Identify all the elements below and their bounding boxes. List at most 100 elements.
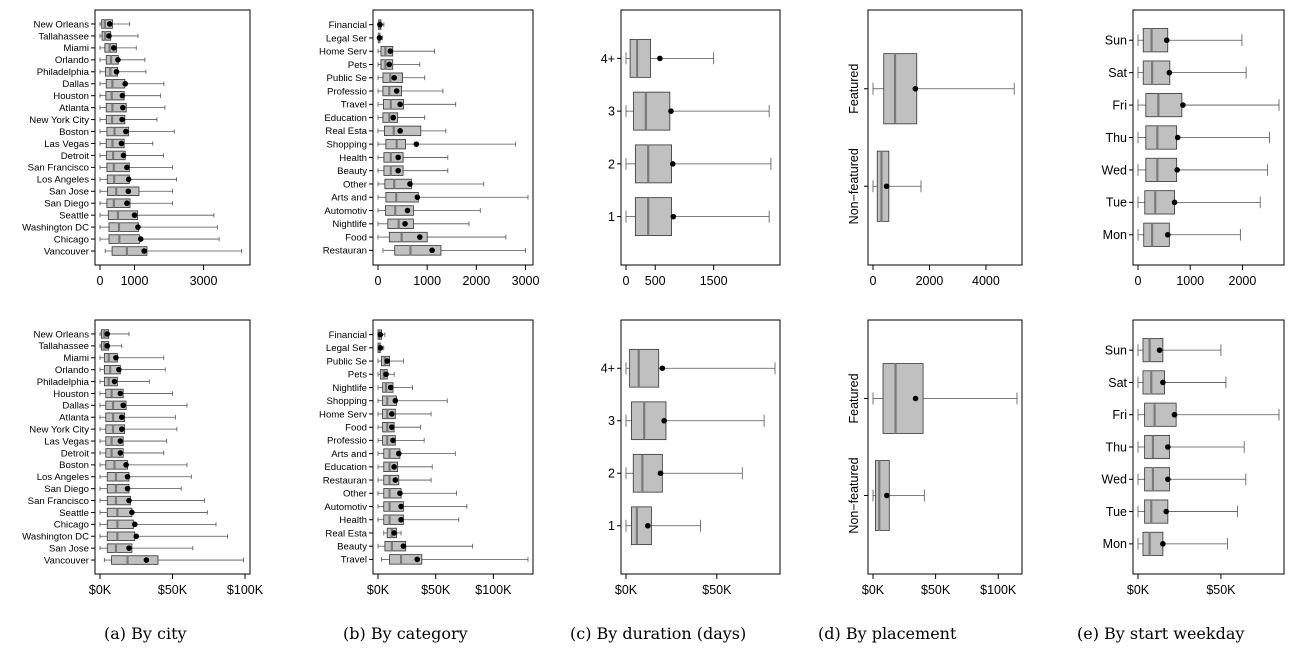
y-label-a-bottom-9: Las Vegas: [44, 436, 89, 447]
y-label-a-bottom-0: New Orleans: [34, 329, 90, 340]
y-label-b-bottom-15: Real Esta: [325, 528, 367, 539]
mean-dot-a-top-7: [119, 104, 126, 111]
x-tick-label-e-bottom-1: $50K: [1206, 583, 1236, 597]
box-a-top-16: [107, 210, 139, 220]
caption-a: (a) By city: [104, 624, 187, 643]
y-label-c-top-0: 4+: [601, 52, 615, 66]
mean-dot-a-bottom-13: [124, 485, 131, 492]
y-label-d-bottom-0: Featured: [847, 373, 861, 423]
x-tick-label-c-top-0: 0: [623, 274, 630, 288]
x-tick-label-a-bottom-1: $50K: [158, 583, 188, 597]
y-label-e-top-3: Thu: [1105, 131, 1127, 145]
y-label-b-top-12: Other: [343, 179, 368, 190]
panel-frame-d-bottom: [867, 319, 1023, 575]
y-label-a-top-7: Atlanta: [59, 103, 90, 114]
caption-e: (e) By start weekday: [1077, 624, 1245, 643]
mean-dot-b-top-4: [391, 74, 398, 81]
panel-frame-d-top: [867, 9, 1023, 266]
x-tick-label-d-bottom-0: $0K: [862, 583, 885, 597]
box-c-top-1: [633, 91, 671, 131]
y-label-b-bottom-2: Public Se: [326, 356, 367, 367]
x-tick-label-b-top-3: 3000: [512, 274, 540, 288]
box-a-top-17: [108, 222, 140, 232]
y-label-c-bottom-2: 2: [608, 467, 615, 481]
y-label-a-top-6: Houston: [53, 91, 89, 102]
mean-dot-b-bottom-3: [383, 371, 389, 378]
box-e-top-3: [1145, 125, 1178, 150]
mean-dot-a-bottom-17: [133, 533, 140, 540]
mean-dot-e-top-5: [1171, 199, 1178, 206]
x-tick-label-b-top-1: 1000: [413, 274, 441, 288]
y-label-e-top-1: Sat: [1108, 66, 1127, 80]
mean-dot-a-top-4: [113, 68, 120, 75]
mean-dot-a-top-15: [124, 200, 130, 207]
mean-dot-e-bottom-3: [1165, 444, 1171, 450]
mean-dot-a-bottom-12: [124, 473, 131, 480]
y-label-e-bottom-1: Sat: [1108, 376, 1127, 390]
y-label-a-top-17: Washington DC: [22, 222, 89, 233]
box-b-top-6: [383, 99, 404, 110]
x-tick-label-c-bottom-1: $50K: [702, 583, 732, 597]
mean-dot-b-bottom-0: [377, 331, 384, 338]
y-label-e-top-5: Tue: [1106, 196, 1127, 210]
mean-dot-b-bottom-10: [391, 464, 397, 470]
y-label-e-bottom-6: Mon: [1103, 537, 1127, 551]
mean-dot-a-top-9: [123, 128, 129, 135]
mean-dot-a-bottom-14: [126, 497, 132, 504]
mean-dot-a-bottom-7: [118, 414, 125, 421]
panel-frame-c-top: [620, 9, 781, 266]
x-tick-label-e-top-2: 2000: [1229, 274, 1257, 288]
mean-dot-b-top-2: [387, 48, 394, 54]
mean-dot-e-top-4: [1174, 167, 1180, 173]
mean-dot-b-top-3: [386, 61, 393, 68]
box-e-bottom-2: [1144, 402, 1177, 427]
box-c-bottom-2: [632, 453, 663, 493]
mean-dot-a-top-10: [118, 140, 125, 147]
y-label-a-top-13: Los Angeles: [37, 175, 89, 186]
y-label-c-bottom-3: 1: [608, 519, 615, 533]
mean-dot-b-top-5: [393, 88, 400, 94]
mean-dot-e-top-1: [1166, 69, 1173, 76]
box-a-bottom-8: [105, 424, 126, 434]
y-label-b-bottom-12: Other: [343, 489, 368, 500]
y-label-b-top-8: Real Esta: [325, 126, 367, 137]
y-label-a-bottom-1: Tallahassee: [38, 341, 89, 352]
y-label-b-top-7: Education: [324, 113, 367, 124]
y-label-b-top-0: Financial: [329, 20, 367, 31]
y-label-e-top-4: Wed: [1102, 163, 1128, 177]
mean-dot-b-top-15: [402, 221, 408, 227]
y-label-a-bottom-11: Boston: [59, 460, 89, 471]
y-label-a-bottom-19: Vancouver: [44, 555, 90, 566]
x-tick-label-c-top-2: 1500: [700, 274, 728, 288]
y-label-b-bottom-4: Nightlife: [332, 383, 367, 394]
mean-dot-e-bottom-5: [1163, 508, 1169, 515]
y-label-a-top-3: Orlando: [55, 55, 89, 66]
y-label-a-bottom-16: Chicago: [54, 520, 89, 531]
x-tick-label-d-top-2: 4000: [972, 274, 1000, 288]
x-tick-label-d-top-0: 0: [870, 274, 877, 288]
y-label-a-top-5: Dallas: [62, 79, 89, 90]
mean-dot-b-bottom-13: [398, 503, 404, 510]
box-a-bottom-17: [106, 531, 136, 541]
y-label-a-bottom-2: Miami: [63, 353, 89, 364]
x-tick-label-a-top-0: 0: [97, 274, 104, 288]
mean-dot-b-top-12: [407, 181, 413, 187]
x-tick-label-a-top-1: 1000: [121, 274, 149, 288]
y-label-e-bottom-3: Thu: [1105, 440, 1127, 454]
mean-dot-b-top-9: [413, 141, 420, 147]
mean-dot-b-bottom-2: [384, 358, 391, 364]
y-label-b-top-10: Health: [339, 153, 367, 164]
mean-dot-e-bottom-6: [1160, 541, 1166, 547]
x-tick-label-e-top-0: 0: [1135, 274, 1142, 288]
mean-dot-a-bottom-11: [123, 462, 129, 468]
y-label-b-bottom-6: Home Serv: [319, 409, 367, 420]
mean-dot-b-bottom-17: [414, 556, 421, 563]
box-c-top-3: [634, 197, 672, 237]
mean-dot-a-top-12: [124, 164, 130, 171]
mean-dot-a-top-19: [141, 248, 147, 254]
y-label-a-top-10: Las Vegas: [44, 139, 89, 150]
panel-frame-b-top: [372, 9, 534, 266]
y-label-a-bottom-17: Washington DC: [22, 532, 89, 543]
box-b-top-17: [394, 245, 442, 256]
y-label-e-top-6: Mon: [1103, 228, 1127, 242]
